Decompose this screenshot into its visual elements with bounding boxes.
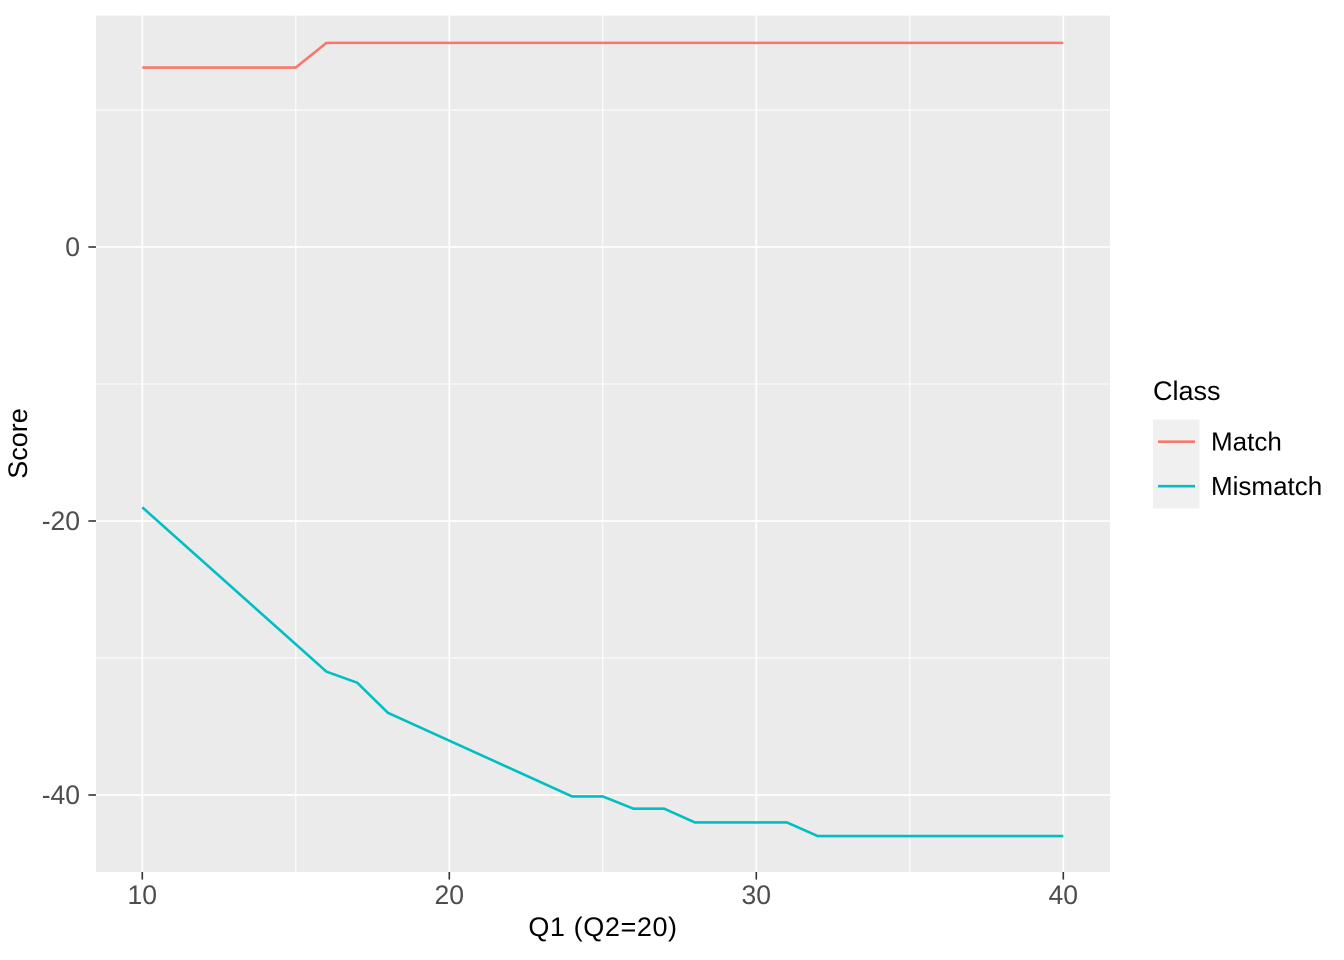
- svg-text:30: 30: [742, 880, 771, 910]
- svg-text:Class: Class: [1153, 376, 1221, 406]
- svg-text:Mismatch: Mismatch: [1211, 471, 1322, 501]
- svg-text:Score: Score: [3, 408, 33, 479]
- svg-text:Q1 (Q2=20): Q1 (Q2=20): [528, 912, 677, 942]
- svg-text:10: 10: [128, 880, 157, 910]
- svg-text:20: 20: [435, 880, 464, 910]
- svg-text:-40: -40: [42, 780, 80, 810]
- svg-text:0: 0: [65, 232, 80, 262]
- svg-text:-20: -20: [42, 506, 80, 536]
- svg-text:Match: Match: [1211, 427, 1282, 457]
- svg-text:40: 40: [1049, 880, 1078, 910]
